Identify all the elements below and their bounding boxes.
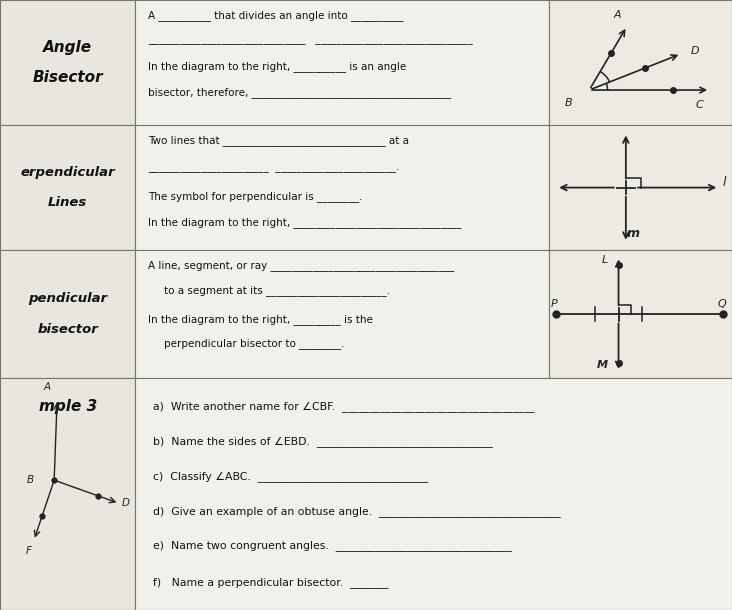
Text: D: D xyxy=(122,498,130,508)
Text: mple 3: mple 3 xyxy=(39,398,97,414)
Text: Lines: Lines xyxy=(48,196,87,209)
Text: L: L xyxy=(601,256,608,265)
Text: erpendicular: erpendicular xyxy=(20,166,115,179)
Text: f)   Name a perpendicular bisector.  _______: f) Name a perpendicular bisector. ______… xyxy=(153,578,389,589)
Text: M: M xyxy=(597,361,608,370)
Text: In the diagram to the right, ________________________________: In the diagram to the right, ___________… xyxy=(148,218,461,229)
Text: P: P xyxy=(551,299,558,309)
Text: The symbol for perpendicular is ________.: The symbol for perpendicular is ________… xyxy=(148,192,362,203)
Text: b)  Name the sides of ∠EBD.  ________________________________: b) Name the sides of ∠EBD. _____________… xyxy=(153,436,493,447)
Text: bisector, therefore, ______________________________________: bisector, therefore, ___________________… xyxy=(148,88,451,98)
Text: Bisector: Bisector xyxy=(32,70,103,85)
Text: In the diagram to the right, __________ is an angle: In the diagram to the right, __________ … xyxy=(148,61,406,72)
Text: B: B xyxy=(565,98,572,107)
Text: a)  Write another name for ∠CBF.  ___________________________________: a) Write another name for ∠CBF. ________… xyxy=(153,401,535,412)
Text: In the diagram to the right, _________ is the: In the diagram to the right, _________ i… xyxy=(148,314,373,325)
Text: e)  Name two congruent angles.  ________________________________: e) Name two congruent angles. __________… xyxy=(153,540,512,551)
Text: pendicular: pendicular xyxy=(28,292,108,305)
Text: A: A xyxy=(614,10,621,20)
Text: Two lines that _______________________________ at a: Two lines that _________________________… xyxy=(148,135,409,146)
Text: F: F xyxy=(26,547,32,556)
Text: _______________________  _______________________.: _______________________ ________________… xyxy=(148,163,399,173)
Text: ______________________________   ______________________________: ______________________________ _________… xyxy=(148,34,473,44)
Text: l: l xyxy=(723,176,726,189)
Text: m: m xyxy=(627,227,640,240)
Text: d)  Give an example of an obtuse angle.  _________________________________: d) Give an example of an obtuse angle. _… xyxy=(153,506,561,517)
Text: Q: Q xyxy=(718,299,726,309)
Text: to a segment at its _______________________.: to a segment at its ____________________… xyxy=(165,285,390,296)
Text: D: D xyxy=(690,46,699,56)
Text: A: A xyxy=(43,382,51,392)
Text: c)  Classify ∠ABC.  _______________________________: c) Classify ∠ABC. ______________________… xyxy=(153,471,428,482)
Text: A __________ that divides an angle into __________: A __________ that divides an angle into … xyxy=(148,10,403,21)
Text: B: B xyxy=(27,475,34,485)
Text: A line, segment, or ray ___________________________________: A line, segment, or ray ________________… xyxy=(148,260,454,271)
Text: Angle: Angle xyxy=(43,40,92,55)
Text: C: C xyxy=(695,100,703,110)
Text: perpendicular bisector to ________.: perpendicular bisector to ________. xyxy=(165,339,345,350)
Text: bisector: bisector xyxy=(37,323,98,336)
